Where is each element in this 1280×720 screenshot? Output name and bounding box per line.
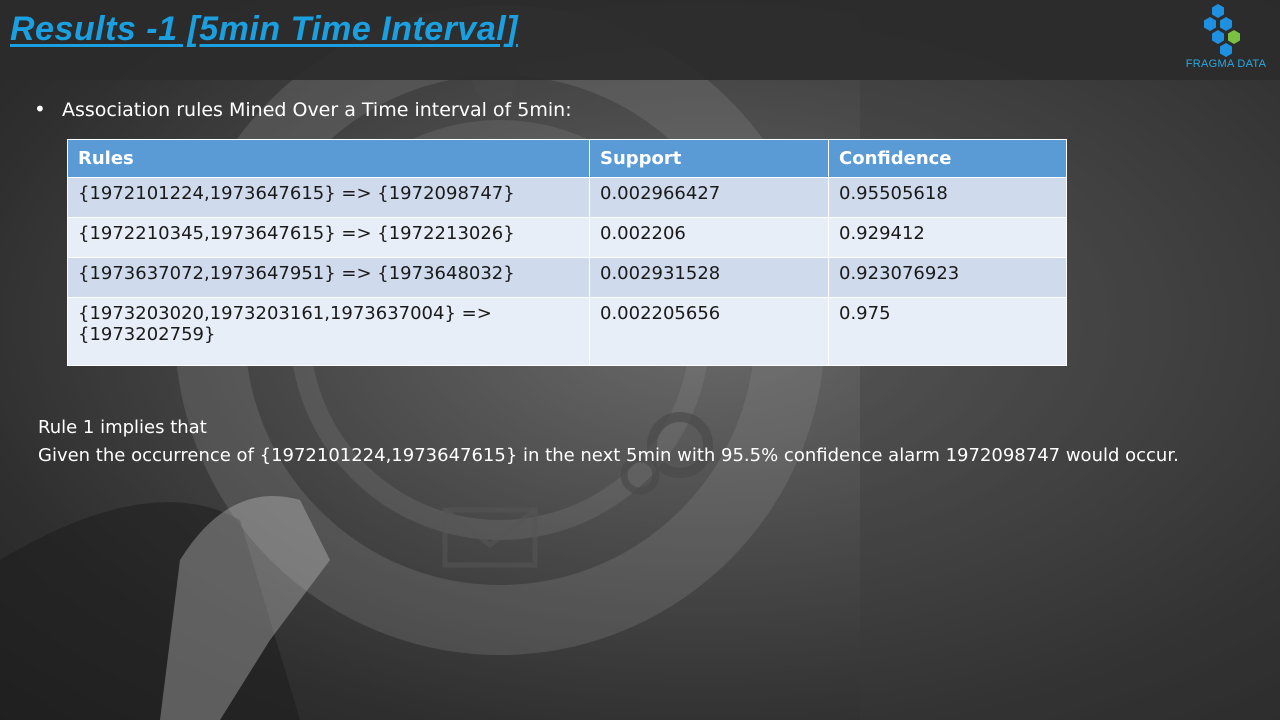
support-cell: 0.002205656: [589, 297, 829, 366]
conclusion-text: Rule 1 implies that Given the occurrence…: [38, 414, 1179, 470]
confidence-cell: 0.975: [828, 297, 1067, 366]
table-row: {1972210345,1973647615} => {1972213026} …: [67, 217, 1067, 258]
confidence-cell: 0.929412: [828, 217, 1067, 258]
header-rules: Rules: [67, 139, 590, 178]
bullet-item: • Association rules Mined Over a Time int…: [34, 97, 572, 121]
confidence-cell: 0.95505618: [828, 177, 1067, 218]
table-row: {1973637072,1973647951} => {1973648032} …: [67, 257, 1067, 298]
conclusion-line-2: Given the occurrence of {1972101224,1973…: [38, 445, 1179, 466]
support-cell: 0.002931528: [589, 257, 829, 298]
bullet-icon: •: [34, 97, 46, 121]
hexagon-logo-icon: [1204, 4, 1240, 57]
support-cell: 0.002206: [589, 217, 829, 258]
table-row: {1972101224,1973647615} => {1972098747} …: [67, 177, 1067, 218]
rule-cell: {1973203020,1973203161,1973637004} => {1…: [67, 297, 590, 366]
table-row: {1973203020,1973203161,1973637004} => {1…: [67, 297, 1067, 366]
logo-text: FRAGMA DATA: [1185, 58, 1267, 70]
association-rules-table: Rules Support Confidence {1972101224,197…: [67, 139, 1067, 366]
title-bar: [0, 0, 1280, 80]
header-confidence: Confidence: [828, 139, 1067, 178]
header-support: Support: [589, 139, 829, 178]
rule-cell: {1972210345,1973647615} => {1972213026}: [67, 217, 590, 258]
fragma-data-logo: FRAGMA DATA: [1172, 2, 1280, 76]
rule-cell: {1972101224,1973647615} => {1972098747}: [67, 177, 590, 218]
rule-cell: {1973637072,1973647951} => {1973648032}: [67, 257, 590, 298]
bullet-text: Association rules Mined Over a Time inte…: [62, 99, 572, 121]
table-header-row: Rules Support Confidence: [67, 139, 1067, 178]
support-cell: 0.002966427: [589, 177, 829, 218]
confidence-cell: 0.923076923: [828, 257, 1067, 298]
slide-title: Results -1 [5min Time Interval]: [10, 10, 519, 48]
conclusion-line-1: Rule 1 implies that: [38, 417, 207, 438]
